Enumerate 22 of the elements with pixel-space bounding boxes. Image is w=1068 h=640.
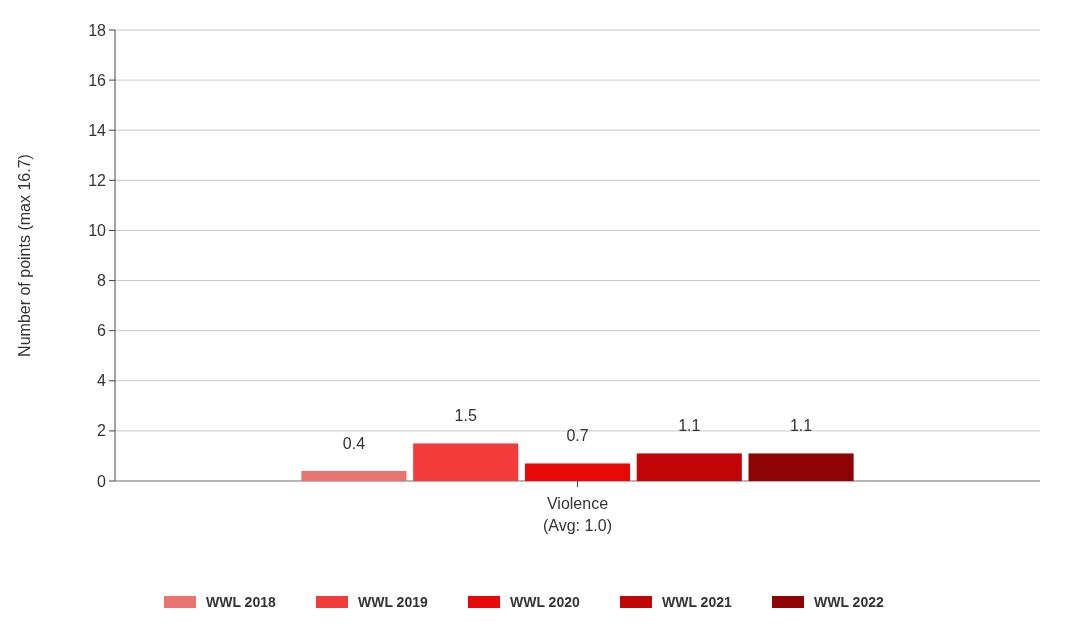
y-tick-label: 0 (97, 472, 107, 490)
y-tick-label: 4 (97, 372, 107, 390)
y-tick-label: 14 (88, 121, 107, 139)
y-tick-label: 6 (97, 322, 107, 340)
data-label: 1.5 (454, 407, 477, 425)
legend-label: WWL 2020 (510, 593, 580, 610)
data-label: 0.7 (566, 427, 589, 445)
data-label: 0.4 (342, 434, 366, 452)
y-axis-title: Number of points (max 16.7) (15, 154, 33, 357)
legend-label: WWL 2019 (358, 593, 428, 610)
data-label: 1.1 (678, 417, 701, 435)
legend-label: WWL 2022 (814, 593, 884, 610)
x-tick-label: Violence (Avg: 1.0) (542, 495, 613, 534)
y-tick-label: 12 (88, 171, 107, 189)
y-tick-label: 16 (88, 71, 107, 89)
y-tick-label: 2 (97, 422, 107, 440)
y-tick-label: 8 (97, 272, 107, 290)
y-tick-label: 10 (88, 222, 107, 240)
legend-label: WWL 2021 (662, 593, 732, 610)
data-label: 1.1 (789, 417, 813, 435)
y-tick-label: 18 (88, 21, 107, 39)
legend-label: WWL 2018 (206, 593, 276, 610)
